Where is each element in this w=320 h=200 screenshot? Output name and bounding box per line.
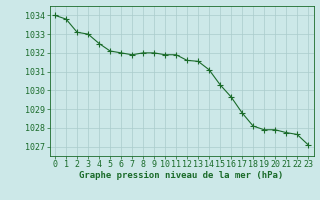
X-axis label: Graphe pression niveau de la mer (hPa): Graphe pression niveau de la mer (hPa): [79, 171, 284, 180]
